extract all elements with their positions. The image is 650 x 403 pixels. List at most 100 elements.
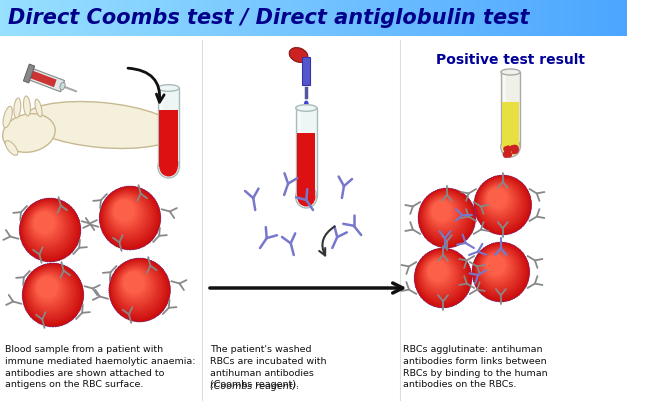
Circle shape	[506, 146, 511, 152]
Circle shape	[486, 255, 506, 275]
Circle shape	[20, 198, 81, 262]
Circle shape	[105, 192, 150, 238]
Circle shape	[36, 276, 58, 299]
Ellipse shape	[296, 105, 317, 111]
Bar	[302, 57, 310, 85]
Circle shape	[415, 249, 470, 306]
Circle shape	[112, 197, 138, 226]
Circle shape	[476, 247, 521, 293]
Circle shape	[32, 210, 57, 236]
Circle shape	[25, 203, 72, 252]
Circle shape	[482, 252, 511, 281]
Circle shape	[422, 255, 458, 293]
Circle shape	[476, 177, 528, 231]
Circle shape	[475, 176, 530, 233]
Circle shape	[432, 201, 452, 221]
Ellipse shape	[23, 96, 31, 116]
Circle shape	[111, 197, 140, 228]
Circle shape	[124, 272, 144, 294]
Circle shape	[34, 212, 55, 234]
Circle shape	[416, 250, 469, 304]
Bar	[23, 64, 34, 83]
Circle shape	[484, 185, 513, 214]
Circle shape	[29, 208, 62, 242]
Circle shape	[99, 186, 161, 250]
Ellipse shape	[3, 106, 12, 128]
Circle shape	[422, 256, 456, 291]
Circle shape	[24, 265, 80, 323]
Circle shape	[20, 198, 81, 262]
Circle shape	[480, 249, 516, 287]
Circle shape	[422, 193, 467, 239]
Circle shape	[31, 209, 60, 240]
Circle shape	[23, 264, 82, 325]
Circle shape	[422, 191, 469, 241]
Circle shape	[426, 195, 462, 233]
Circle shape	[114, 199, 135, 222]
Circle shape	[484, 253, 509, 279]
Text: (Coombs reagent).: (Coombs reagent).	[210, 382, 300, 391]
FancyArrowPatch shape	[319, 226, 335, 256]
Ellipse shape	[158, 85, 179, 91]
Text: Blood sample from a patient with
immune mediated haemolytic anaemia:
antibodies : Blood sample from a patient with immune …	[5, 345, 195, 389]
Ellipse shape	[158, 156, 179, 178]
Circle shape	[426, 259, 451, 285]
Circle shape	[482, 251, 512, 283]
Circle shape	[509, 147, 512, 150]
Circle shape	[109, 195, 142, 230]
Ellipse shape	[501, 137, 520, 157]
Circle shape	[420, 190, 473, 244]
Circle shape	[418, 188, 476, 248]
Circle shape	[472, 242, 530, 302]
Circle shape	[421, 191, 471, 242]
Circle shape	[114, 263, 161, 312]
Circle shape	[503, 153, 506, 156]
Circle shape	[26, 267, 77, 319]
Circle shape	[121, 270, 148, 298]
Circle shape	[482, 183, 516, 218]
Ellipse shape	[159, 158, 177, 177]
Circle shape	[421, 254, 460, 295]
Circle shape	[112, 199, 136, 224]
Circle shape	[428, 261, 448, 281]
Ellipse shape	[24, 102, 178, 148]
Circle shape	[472, 242, 530, 302]
Circle shape	[100, 187, 159, 248]
Circle shape	[504, 147, 508, 151]
Circle shape	[36, 276, 60, 301]
Circle shape	[116, 265, 157, 308]
Circle shape	[29, 270, 71, 313]
Circle shape	[112, 261, 165, 316]
Circle shape	[514, 147, 518, 152]
Circle shape	[486, 187, 509, 210]
Circle shape	[102, 189, 155, 244]
Circle shape	[101, 188, 157, 246]
Circle shape	[428, 198, 457, 227]
Circle shape	[29, 269, 73, 315]
Circle shape	[34, 274, 62, 303]
Circle shape	[29, 207, 64, 244]
Circle shape	[424, 257, 454, 289]
Text: Direct Coombs test / Direct antiglobulin test: Direct Coombs test / Direct antiglobulin…	[8, 8, 529, 28]
Circle shape	[430, 200, 453, 223]
Circle shape	[27, 206, 66, 246]
Circle shape	[428, 197, 458, 229]
Ellipse shape	[501, 69, 520, 75]
Ellipse shape	[296, 186, 317, 208]
Circle shape	[23, 202, 73, 254]
Circle shape	[22, 201, 75, 256]
Circle shape	[504, 153, 508, 157]
Circle shape	[513, 145, 518, 151]
Circle shape	[111, 260, 167, 318]
Circle shape	[25, 266, 78, 321]
Circle shape	[482, 182, 518, 220]
Circle shape	[32, 272, 65, 307]
Circle shape	[22, 263, 84, 327]
Circle shape	[475, 245, 525, 296]
Ellipse shape	[289, 48, 308, 62]
Bar	[158, 88, 179, 167]
Ellipse shape	[60, 82, 65, 90]
Circle shape	[424, 194, 463, 235]
Ellipse shape	[3, 114, 55, 152]
Bar	[159, 110, 177, 167]
